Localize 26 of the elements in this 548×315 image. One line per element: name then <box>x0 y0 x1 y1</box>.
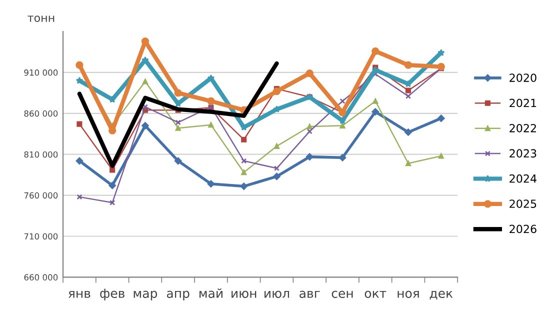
legend-label: 2022 <box>510 124 536 132</box>
y-tick-label: 860 000 <box>24 110 58 117</box>
x-tick-label: янв <box>68 290 90 298</box>
y-tick-label: 760 000 <box>24 192 58 199</box>
x-tick-label: авг <box>300 290 320 298</box>
x-tick-label: май <box>200 288 222 298</box>
x-tick-label: фев <box>100 288 124 300</box>
y-tick-label: 910 000 <box>24 69 58 76</box>
x-tick-label: ноя <box>398 290 419 298</box>
legend-label: 2024 <box>510 174 536 183</box>
x-tick-label: июн <box>232 290 256 298</box>
legend-label: 2020 <box>510 74 536 82</box>
y-tick-label: 660 000 <box>24 274 58 280</box>
y-tick-label: 810 000 <box>24 151 58 158</box>
legend-label: 2025 <box>510 200 536 208</box>
x-tick-label: окт <box>364 290 386 298</box>
legend-label: 2021 <box>510 98 536 108</box>
x-tick-label: сен <box>332 290 353 298</box>
legend-label: 2023 <box>510 149 536 158</box>
x-tick-label: июл <box>264 290 290 298</box>
y-tick-label: 710 000 <box>24 233 58 240</box>
y-axis-title: тонн <box>28 16 54 22</box>
x-tick-label: мар <box>134 290 158 300</box>
x-tick-label: дек <box>430 290 453 300</box>
legend-label: 2026 <box>510 224 536 234</box>
x-tick-label: апр <box>166 290 190 300</box>
